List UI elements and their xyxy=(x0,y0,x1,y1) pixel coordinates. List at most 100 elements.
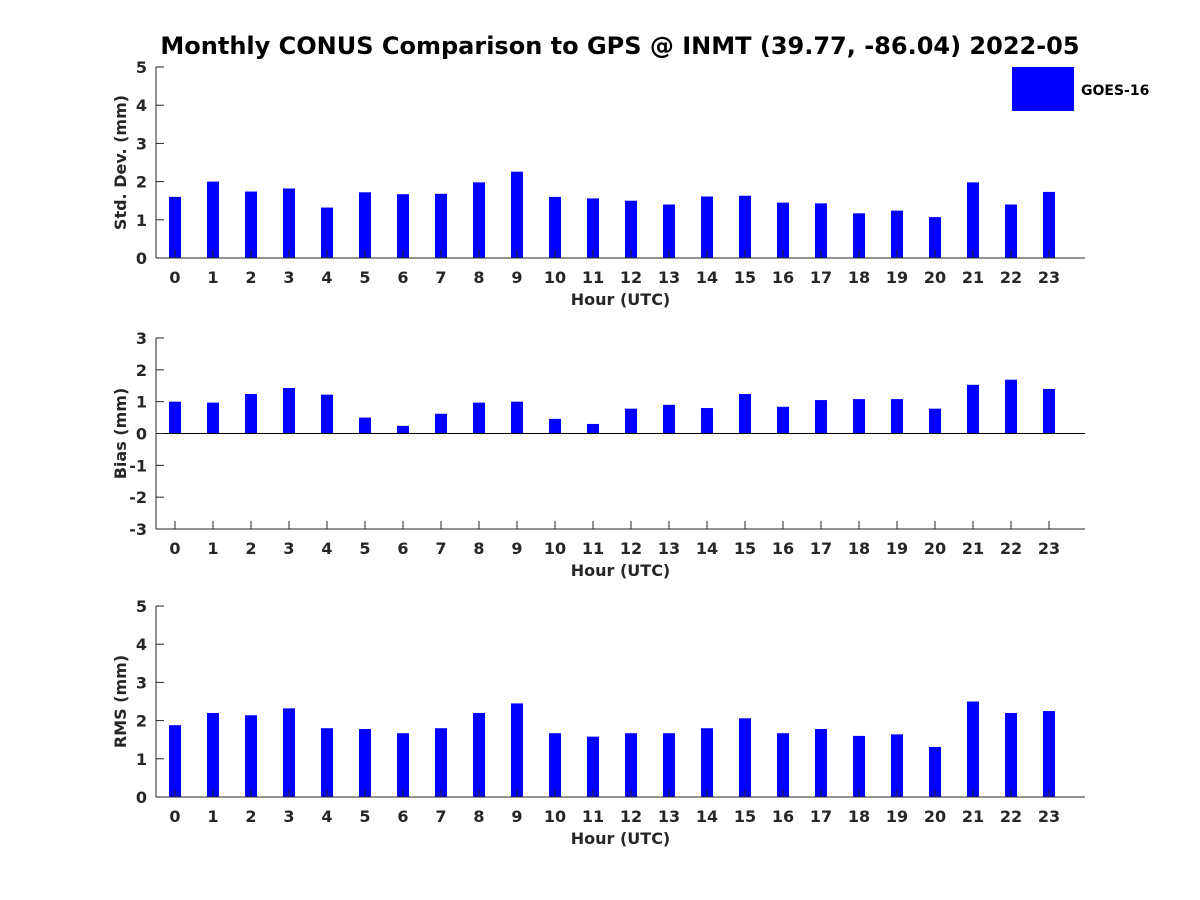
bar-hour-5 xyxy=(359,417,371,434)
bar-hour-23 xyxy=(1043,191,1055,258)
x-tick-label: 9 xyxy=(511,539,522,558)
x-axis-label: Hour (UTC) xyxy=(571,829,671,848)
x-tick-label: 4 xyxy=(321,807,332,826)
bar-hour-19 xyxy=(891,399,903,434)
x-tick-label: 1 xyxy=(207,268,218,287)
bar-hour-4 xyxy=(321,728,333,797)
x-tick-label: 18 xyxy=(848,807,870,826)
bar-hour-14 xyxy=(701,196,713,258)
bar-hour-16 xyxy=(777,202,789,258)
x-tick-label: 21 xyxy=(962,539,984,558)
x-tick-label: 18 xyxy=(848,268,870,287)
bar-hour-1 xyxy=(207,712,219,797)
bar-hour-10 xyxy=(549,418,561,434)
x-tick-label: 6 xyxy=(397,807,408,826)
x-tick-label: 14 xyxy=(696,807,718,826)
bar-hour-20 xyxy=(929,217,941,258)
bar-hour-17 xyxy=(815,400,827,434)
x-tick-label: 17 xyxy=(810,268,832,287)
x-tick-label: 10 xyxy=(544,539,566,558)
bar-hour-13 xyxy=(663,733,675,797)
bar-hour-6 xyxy=(397,425,409,434)
x-tick-label: 22 xyxy=(1000,807,1022,826)
x-tick-label: 2 xyxy=(245,539,256,558)
bar-hour-11 xyxy=(587,198,599,258)
bar-hour-11 xyxy=(587,423,599,434)
bar-hour-3 xyxy=(283,188,295,258)
legend-label: GOES-16 xyxy=(1081,83,1149,99)
x-tick-label: 15 xyxy=(734,807,756,826)
x-tick-label: 2 xyxy=(245,807,256,826)
x-tick-label: 4 xyxy=(321,268,332,287)
x-tick-label: 12 xyxy=(620,807,642,826)
bar-hour-0 xyxy=(169,725,181,797)
x-tick-label: 7 xyxy=(435,539,446,558)
bar-hour-23 xyxy=(1043,711,1055,797)
x-tick-label: 0 xyxy=(169,268,180,287)
bar-hour-3 xyxy=(283,708,295,797)
bar-hour-23 xyxy=(1043,388,1055,434)
bar-hour-1 xyxy=(207,181,219,258)
x-tick-label: 6 xyxy=(397,539,408,558)
bar-hour-15 xyxy=(739,718,751,797)
x-tick-label: 19 xyxy=(886,268,908,287)
bar-hour-6 xyxy=(397,733,409,797)
y-tick-label: -2 xyxy=(129,488,147,507)
bar-hour-2 xyxy=(245,191,257,258)
bar-hour-10 xyxy=(549,196,561,258)
bar-hour-4 xyxy=(321,394,333,434)
bar-hour-22 xyxy=(1005,712,1017,797)
x-tick-label: 13 xyxy=(658,539,680,558)
bar-hour-3 xyxy=(283,387,295,434)
bar-hour-6 xyxy=(397,194,409,258)
bar-hour-12 xyxy=(625,200,637,258)
x-tick-label: 7 xyxy=(435,807,446,826)
x-tick-label: 12 xyxy=(620,268,642,287)
bar-hour-14 xyxy=(701,728,713,797)
x-tick-label: 3 xyxy=(283,268,294,287)
x-tick-label: 15 xyxy=(734,268,756,287)
x-tick-label: 13 xyxy=(658,268,680,287)
bar-hour-13 xyxy=(663,404,675,434)
x-tick-label: 5 xyxy=(359,807,370,826)
bar-hour-0 xyxy=(169,401,181,434)
bar-hour-21 xyxy=(967,701,979,797)
x-tick-label: 18 xyxy=(848,539,870,558)
bar-hour-20 xyxy=(929,746,941,797)
bar-hour-21 xyxy=(967,182,979,258)
bar-hour-16 xyxy=(777,406,789,434)
y-tick-label: 2 xyxy=(136,712,147,731)
bar-hour-8 xyxy=(473,402,485,434)
bar-hour-5 xyxy=(359,192,371,258)
x-tick-label: 1 xyxy=(207,807,218,826)
x-tick-label: 10 xyxy=(544,807,566,826)
x-tick-label: 13 xyxy=(658,807,680,826)
bar-hour-9 xyxy=(511,401,523,434)
x-tick-label: 23 xyxy=(1038,268,1060,287)
y-tick-label: -1 xyxy=(129,456,147,475)
x-tick-label: 5 xyxy=(359,539,370,558)
x-axis-label: Hour (UTC) xyxy=(571,561,671,580)
x-tick-label: 4 xyxy=(321,539,332,558)
x-tick-label: 9 xyxy=(511,268,522,287)
y-axis-label: RMS (mm) xyxy=(111,655,130,748)
chart-title: Monthly CONUS Comparison to GPS @ INMT (… xyxy=(160,32,1079,60)
x-tick-label: 0 xyxy=(169,539,180,558)
bar-hour-18 xyxy=(853,399,865,434)
x-tick-label: 12 xyxy=(620,539,642,558)
x-tick-label: 11 xyxy=(582,539,604,558)
bar-hour-0 xyxy=(169,196,181,258)
x-tick-label: 1 xyxy=(207,539,218,558)
x-tick-label: 2 xyxy=(245,268,256,287)
bar-hour-19 xyxy=(891,734,903,797)
y-tick-label: 3 xyxy=(136,134,147,153)
x-tick-label: 3 xyxy=(283,539,294,558)
bar-hour-8 xyxy=(473,712,485,797)
x-tick-label: 19 xyxy=(886,807,908,826)
y-tick-label: -3 xyxy=(129,520,147,539)
y-tick-label: 3 xyxy=(136,673,147,692)
x-tick-label: 20 xyxy=(924,807,946,826)
